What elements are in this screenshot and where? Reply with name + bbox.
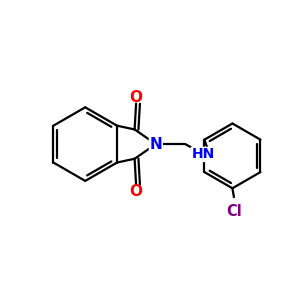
Text: O: O xyxy=(130,90,142,105)
Text: HN: HN xyxy=(191,147,214,161)
Text: O: O xyxy=(130,184,142,199)
Text: N: N xyxy=(149,136,162,152)
Text: Cl: Cl xyxy=(226,204,242,219)
